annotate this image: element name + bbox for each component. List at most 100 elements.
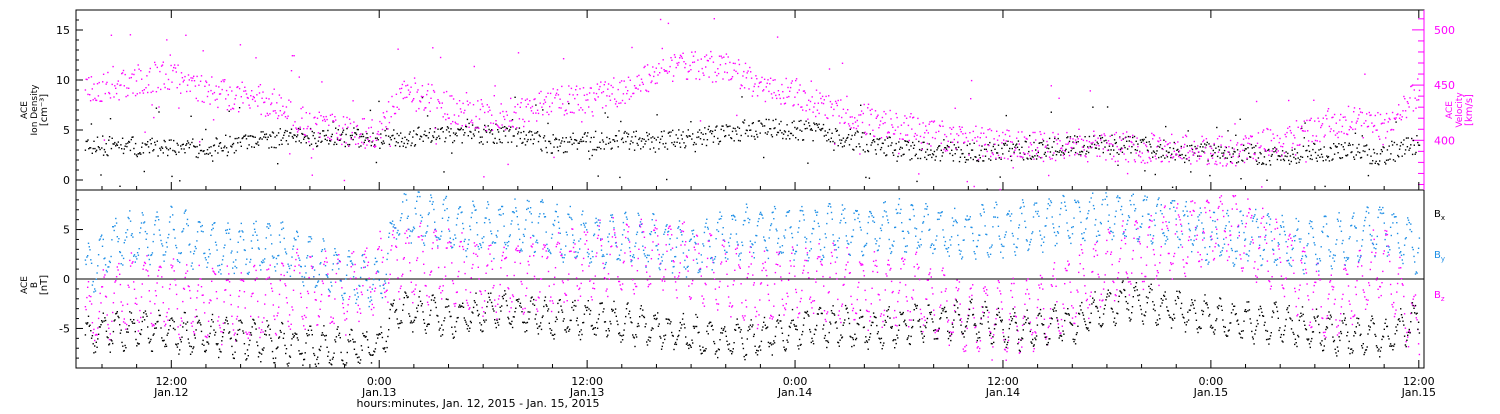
data-point <box>125 146 126 147</box>
data-point <box>246 93 247 94</box>
data-point <box>346 117 347 118</box>
data-point <box>97 265 98 266</box>
data-point <box>358 143 359 144</box>
data-point <box>344 141 345 142</box>
data-point <box>324 261 325 262</box>
data-point <box>568 85 569 86</box>
data-point <box>1065 144 1066 145</box>
data-point <box>525 100 526 101</box>
data-point <box>98 318 99 319</box>
data-point <box>609 254 610 255</box>
data-point <box>1269 150 1270 151</box>
data-point <box>875 260 876 261</box>
data-point <box>689 136 690 137</box>
data-point <box>663 59 664 60</box>
data-point <box>875 149 876 150</box>
data-point <box>517 104 518 105</box>
data-point <box>1406 341 1407 342</box>
data-point <box>277 118 278 119</box>
data-point <box>851 139 852 140</box>
data-point <box>112 138 113 139</box>
data-point <box>746 77 747 78</box>
data-point <box>354 271 355 272</box>
data-point <box>227 280 228 281</box>
data-point <box>1196 239 1197 240</box>
data-point <box>132 236 133 237</box>
data-point <box>1328 298 1329 299</box>
data-point <box>1272 148 1273 149</box>
data-point <box>288 100 289 101</box>
data-point <box>1085 156 1086 157</box>
data-point <box>1071 305 1072 306</box>
data-point <box>871 288 872 289</box>
data-point <box>860 114 861 115</box>
data-point <box>1123 153 1124 154</box>
data-point <box>1181 154 1182 155</box>
data-point <box>1204 207 1205 208</box>
data-point <box>234 104 235 105</box>
data-point <box>867 311 868 312</box>
data-point <box>613 217 614 218</box>
data-point <box>118 99 119 100</box>
data-point <box>986 289 987 290</box>
data-point <box>584 95 585 96</box>
data-point <box>1070 136 1071 137</box>
data-point <box>1099 299 1100 300</box>
data-point <box>572 144 573 145</box>
data-point <box>767 83 768 84</box>
data-point <box>700 138 701 139</box>
data-point <box>1295 154 1296 155</box>
data-point <box>427 90 428 91</box>
data-point <box>428 137 429 138</box>
data-point <box>861 136 862 137</box>
data-point <box>1131 146 1132 147</box>
data-point <box>1285 134 1286 135</box>
data-point <box>1238 161 1239 162</box>
data-point <box>692 133 693 134</box>
data-point <box>210 146 211 147</box>
data-point <box>1041 277 1042 278</box>
data-point <box>447 114 448 115</box>
data-point <box>796 78 797 79</box>
data-point <box>869 178 870 179</box>
data-point <box>969 132 970 133</box>
data-point <box>165 74 166 75</box>
data-point <box>1343 269 1344 270</box>
data-point <box>721 57 722 58</box>
data-point <box>1153 150 1154 151</box>
data-point <box>481 99 482 100</box>
data-point <box>728 296 729 297</box>
data-point <box>1290 155 1291 156</box>
data-point <box>1216 229 1217 230</box>
data-point <box>1139 241 1140 242</box>
data-point <box>1304 122 1305 123</box>
data-point <box>118 238 119 239</box>
data-point <box>1136 152 1137 153</box>
data-point <box>218 146 219 147</box>
data-point <box>1238 156 1239 157</box>
data-point <box>746 306 747 307</box>
data-point <box>273 132 274 133</box>
data-point <box>139 152 140 153</box>
data-point <box>563 58 564 59</box>
data-point <box>160 89 161 90</box>
data-point <box>108 266 109 267</box>
data-point <box>290 101 291 102</box>
data-point <box>620 284 621 285</box>
data-point <box>428 84 429 85</box>
data-point <box>208 91 209 92</box>
data-point <box>1380 286 1381 287</box>
data-point <box>942 268 943 269</box>
data-point <box>1134 224 1135 225</box>
data-point <box>407 85 408 86</box>
data-point <box>899 282 900 283</box>
data-point <box>662 289 663 290</box>
data-point <box>1110 136 1111 137</box>
data-point <box>453 98 454 99</box>
data-point <box>905 284 906 285</box>
data-point <box>286 297 287 298</box>
data-point <box>1021 346 1022 347</box>
data-point <box>158 270 159 271</box>
data-point <box>661 279 662 280</box>
data-point <box>1179 219 1180 220</box>
